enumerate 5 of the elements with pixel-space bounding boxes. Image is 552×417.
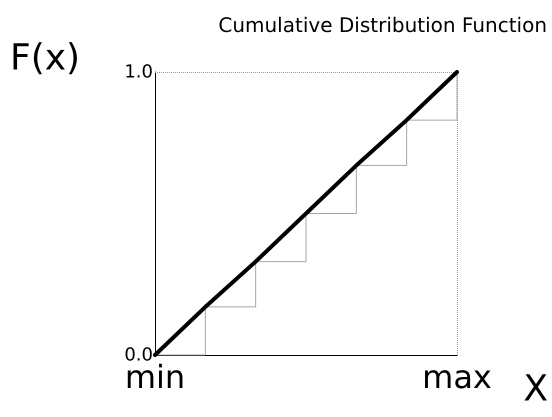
y-axis-title: F(x) xyxy=(10,38,80,78)
x-tick-label: max xyxy=(422,358,492,396)
chart-title: Cumulative Distribution Function xyxy=(218,13,548,37)
y-tick-label: 1.0 xyxy=(124,62,153,82)
x-axis-title: X xyxy=(523,368,548,410)
